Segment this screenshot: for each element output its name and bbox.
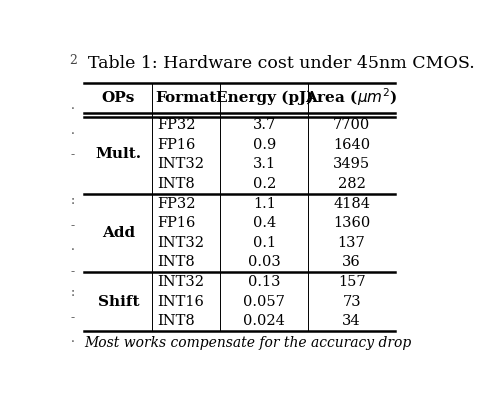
Text: :: : <box>71 195 75 207</box>
Text: -: - <box>71 265 75 278</box>
Text: 0.057: 0.057 <box>243 295 285 309</box>
Text: 157: 157 <box>338 275 365 289</box>
Text: Energy (pJ): Energy (pJ) <box>216 90 313 105</box>
Text: 282: 282 <box>338 177 365 191</box>
Text: Table 1: Hardware cost under 45nm CMOS.: Table 1: Hardware cost under 45nm CMOS. <box>88 55 475 72</box>
Text: INT32: INT32 <box>157 275 204 289</box>
Text: 2: 2 <box>69 53 77 66</box>
Text: 36: 36 <box>342 256 361 269</box>
Text: 137: 137 <box>338 236 365 250</box>
Text: 73: 73 <box>342 295 361 309</box>
Text: 3495: 3495 <box>333 157 370 171</box>
Text: -: - <box>71 219 75 232</box>
Text: Mult.: Mult. <box>95 148 142 162</box>
Text: -: - <box>71 148 75 162</box>
Text: 0.13: 0.13 <box>248 275 281 289</box>
Text: Add: Add <box>102 226 135 240</box>
Text: INT32: INT32 <box>157 157 204 171</box>
Text: FP32: FP32 <box>157 118 196 132</box>
Text: 0.024: 0.024 <box>243 314 285 328</box>
Text: 0.4: 0.4 <box>253 216 276 230</box>
Text: FP16: FP16 <box>157 138 196 152</box>
Text: Shift: Shift <box>98 295 139 309</box>
Text: Most works compensate for the accuracy drop: Most works compensate for the accuracy d… <box>85 336 412 349</box>
Text: 1360: 1360 <box>333 216 370 230</box>
Text: 3.1: 3.1 <box>253 157 276 171</box>
Text: INT8: INT8 <box>157 314 195 328</box>
Text: 1640: 1640 <box>333 138 370 152</box>
Text: OPs: OPs <box>102 91 135 105</box>
Text: 0.03: 0.03 <box>248 256 281 269</box>
Text: INT16: INT16 <box>157 295 204 309</box>
Text: Format: Format <box>156 91 217 105</box>
Text: .: . <box>71 332 75 345</box>
Text: 0.2: 0.2 <box>253 177 276 191</box>
Text: 0.9: 0.9 <box>253 138 276 152</box>
Text: 7700: 7700 <box>333 118 370 132</box>
Text: .: . <box>71 100 75 113</box>
Text: -: - <box>71 311 75 324</box>
Text: 34: 34 <box>342 314 361 328</box>
Text: INT8: INT8 <box>157 177 195 191</box>
Text: INT8: INT8 <box>157 256 195 269</box>
Text: 1.1: 1.1 <box>253 197 276 211</box>
Text: :: : <box>71 287 75 299</box>
Text: FP32: FP32 <box>157 197 196 211</box>
Text: .: . <box>71 240 75 254</box>
Text: .: . <box>71 124 75 137</box>
Text: 0.1: 0.1 <box>253 236 276 250</box>
Text: FP16: FP16 <box>157 216 196 230</box>
Text: INT32: INT32 <box>157 236 204 250</box>
Text: 4184: 4184 <box>333 197 370 211</box>
Text: Area ($\mu m^2$): Area ($\mu m^2$) <box>305 87 398 108</box>
Text: 3.7: 3.7 <box>253 118 276 132</box>
